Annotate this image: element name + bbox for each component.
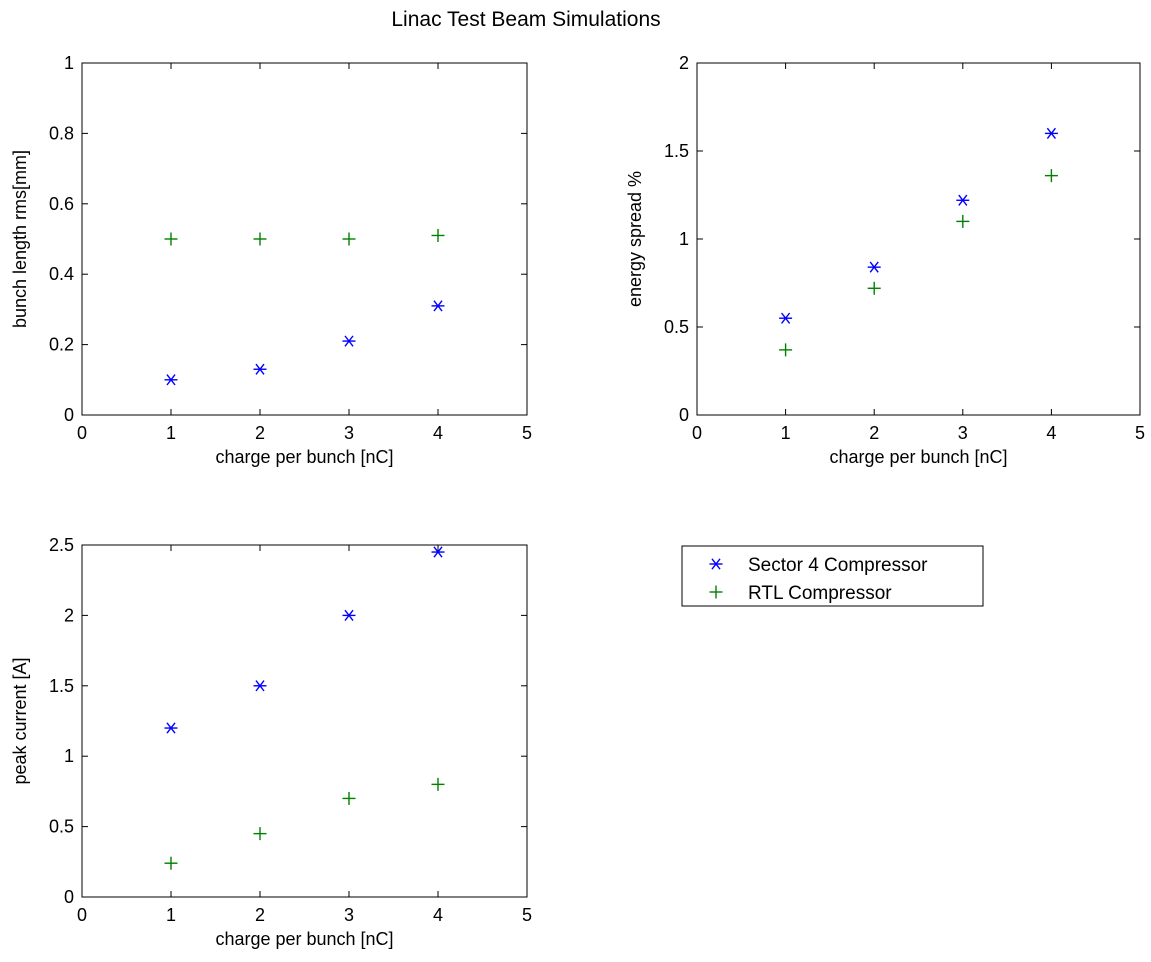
x-tick-label: 0 (77, 905, 87, 925)
legend-marker (709, 558, 723, 570)
legend-label: RTL Compressor (748, 583, 892, 604)
axes-box (81, 62, 528, 416)
x-axis-label: charge per bunch [nC] (215, 447, 393, 467)
y-tick-label: 1 (64, 53, 74, 73)
data-point (867, 261, 881, 273)
y-axis-label: peak current [A] (10, 657, 30, 784)
subplot-2: 0 1 2 3 4 5 0 0.5 1 1.5 2 charge per bunch [nC] ener… (625, 53, 1145, 467)
y-tick-label: 0.5 (49, 817, 74, 837)
x-tick-label: 2 (869, 423, 879, 443)
series-sector-4-compressor (164, 300, 445, 386)
data-point (164, 856, 178, 870)
data-point (779, 312, 793, 324)
data-point (867, 281, 881, 295)
subplot-1: 0 1 2 3 4 5 0 0.2 0.4 0.6 0.8 1 charge per bunch [nC… (10, 53, 532, 467)
y-tick-label: 2 (64, 605, 74, 625)
y-tick-label: 1 (679, 229, 689, 249)
figure-title: Linac Test Beam Simulations (391, 8, 660, 31)
data-point (956, 214, 970, 228)
legend-label: Sector 4 Compressor (748, 555, 928, 576)
y-tick-label: 0.6 (49, 194, 74, 214)
data-point (253, 827, 267, 841)
data-point (431, 228, 445, 242)
x-tick-label: 1 (166, 905, 176, 925)
y-axis-label: bunch length rms[mm] (10, 150, 30, 328)
data-point (342, 335, 356, 347)
data-point (1044, 127, 1058, 140)
x-axis-label: charge per bunch [nC] (215, 929, 393, 949)
y-tick-label: 2 (679, 53, 689, 73)
x-tick-label: 5 (522, 423, 532, 443)
x-tick-label: 1 (781, 423, 791, 443)
data-point (253, 680, 267, 692)
legend-box (681, 545, 984, 607)
x-tick-label: 1 (166, 423, 176, 443)
y-tick-label: 0 (679, 405, 689, 425)
axes-box (81, 544, 528, 898)
series-rtl-compressor (164, 228, 445, 246)
x-tick-label: 3 (344, 423, 354, 443)
x-tick-label: 5 (1135, 423, 1145, 443)
data-point (253, 363, 267, 375)
y-tick-label: 0 (64, 887, 74, 907)
x-tick-label: 4 (433, 423, 443, 443)
x-tick-label: 0 (692, 423, 702, 443)
data-point (1044, 169, 1058, 183)
x-tick-label: 4 (433, 905, 443, 925)
y-tick-label: 0.8 (49, 123, 74, 143)
legend: Sector 4 Compressor RTL Compressor (681, 545, 984, 607)
y-axis-label: energy spread % (625, 171, 645, 307)
subplot-3: 0 1 2 3 4 5 0 0.5 1 1.5 2 2.5 charge per bunch [nC] p… (10, 535, 532, 949)
x-tick-label: 0 (77, 423, 87, 443)
y-tick-label: 0.5 (664, 317, 689, 337)
data-point (779, 343, 793, 357)
data-point (342, 609, 356, 622)
x-tick-label: 3 (958, 423, 968, 443)
x-tick-label: 3 (344, 905, 354, 925)
legend-marker (709, 585, 723, 599)
y-tick-label: 0.2 (49, 335, 74, 355)
data-point (164, 374, 178, 386)
x-tick-label: 2 (255, 905, 265, 925)
data-point (431, 777, 445, 791)
series-rtl-compressor (779, 169, 1058, 357)
data-point (164, 232, 178, 246)
data-point (342, 791, 356, 805)
axes-box (696, 62, 1141, 416)
x-tick-label: 5 (522, 905, 532, 925)
x-axis-label: charge per bunch [nC] (829, 447, 1007, 467)
data-point (431, 546, 445, 558)
series-sector-4-compressor (779, 127, 1058, 324)
y-tick-label: 0 (64, 405, 74, 425)
y-tick-label: 1 (64, 746, 74, 766)
x-tick-label: 2 (255, 423, 265, 443)
plots-area: 0 1 2 3 4 5 0 0.2 0.4 0.6 0.8 1 charge per bunch [nC… (10, 53, 1145, 949)
data-point (342, 232, 356, 246)
series-rtl-compressor (164, 777, 445, 870)
data-point (164, 722, 178, 734)
x-tick-label: 4 (1046, 423, 1056, 443)
y-tick-label: 0.4 (49, 264, 74, 284)
y-tick-label: 1.5 (664, 141, 689, 161)
y-tick-label: 2.5 (49, 535, 74, 555)
y-tick-label: 1.5 (49, 676, 74, 696)
series-sector-4-compressor (164, 546, 445, 734)
data-point (956, 194, 970, 206)
data-point (431, 300, 445, 312)
data-point (253, 232, 267, 246)
